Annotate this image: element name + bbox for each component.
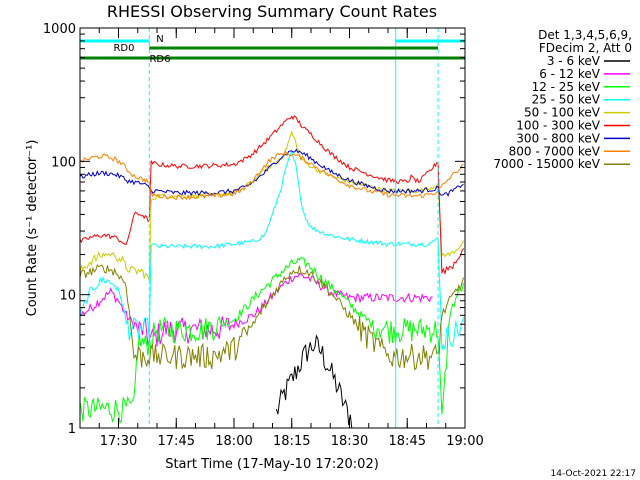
series-line-2: [79, 257, 464, 425]
x-tick-label-2: 18:00: [215, 434, 252, 449]
axes: 1 10 100 1000 17:30 17:45 18:00 18:15 18:30 18:45…: [43, 22, 484, 449]
series-line-5: [79, 115, 464, 276]
series-line-3: [79, 150, 464, 351]
y-tick-label-2: 100: [51, 155, 76, 170]
x-tick-label-3: 18:15: [273, 434, 310, 449]
vertical-markers: [148, 28, 466, 428]
x-tick-label-1: 17:45: [158, 434, 195, 449]
x-tick-label-5: 18:45: [389, 434, 426, 449]
legend-entry-2: 12 - 25 keV: [532, 80, 601, 94]
legend-entry-8: 7000 - 15000 keV: [493, 157, 600, 171]
y-tick-label-0: 1: [68, 422, 76, 437]
legend-entry-3: 25 - 50 keV: [532, 93, 601, 107]
series-line-8: [79, 264, 464, 371]
footer-timestamp: 14-Oct-2021 22:17: [551, 469, 636, 479]
legend-entry-6: 300 - 800 keV: [516, 131, 600, 145]
legend-entry-4: 50 - 100 keV: [524, 106, 601, 120]
y-tick-label-3: 1000: [43, 22, 76, 37]
legend-entry-1: 6 - 12 keV: [539, 67, 601, 81]
series-line-1: [79, 272, 433, 347]
series-line-4: [79, 130, 464, 281]
state-bar-label-rd0: RD0: [113, 43, 134, 54]
x-tick-label-0: 17:30: [100, 434, 137, 449]
legend-entry-7: 800 - 7000 keV: [509, 144, 601, 158]
series-line-6: [79, 148, 464, 198]
chart-title: RHESSI Observing Summary Count Rates: [107, 2, 437, 21]
legend: Det 1,3,4,5,6,9,FDecim 2, Att 03 - 6 keV…: [493, 28, 632, 171]
x-tick-label-6: 19:00: [446, 434, 483, 449]
legend-header-1: FDecim 2, Att 0: [539, 41, 632, 55]
x-axis-label: Start Time (17-May-10 17:20:02): [165, 457, 379, 472]
series-line-7: [79, 150, 464, 201]
legend-header-0: Det 1,3,4,5,6,9,: [538, 28, 632, 42]
state-bar-label-n: N: [156, 34, 163, 45]
legend-entry-0: 3 - 6 keV: [547, 54, 601, 68]
x-tick-label-4: 18:30: [331, 434, 368, 449]
state-bars: N RD0 RD6: [80, 34, 465, 65]
series-layer: [79, 115, 464, 429]
y-axis-label: Count Rate (s⁻¹ detector⁻¹): [25, 140, 40, 317]
state-bar-label-rd6: RD6: [149, 54, 170, 65]
plot-frame: [79, 27, 466, 429]
y-tick-label-1: 10: [59, 289, 76, 304]
series-line-0: [275, 334, 353, 429]
legend-entry-5: 100 - 300 keV: [516, 119, 600, 133]
